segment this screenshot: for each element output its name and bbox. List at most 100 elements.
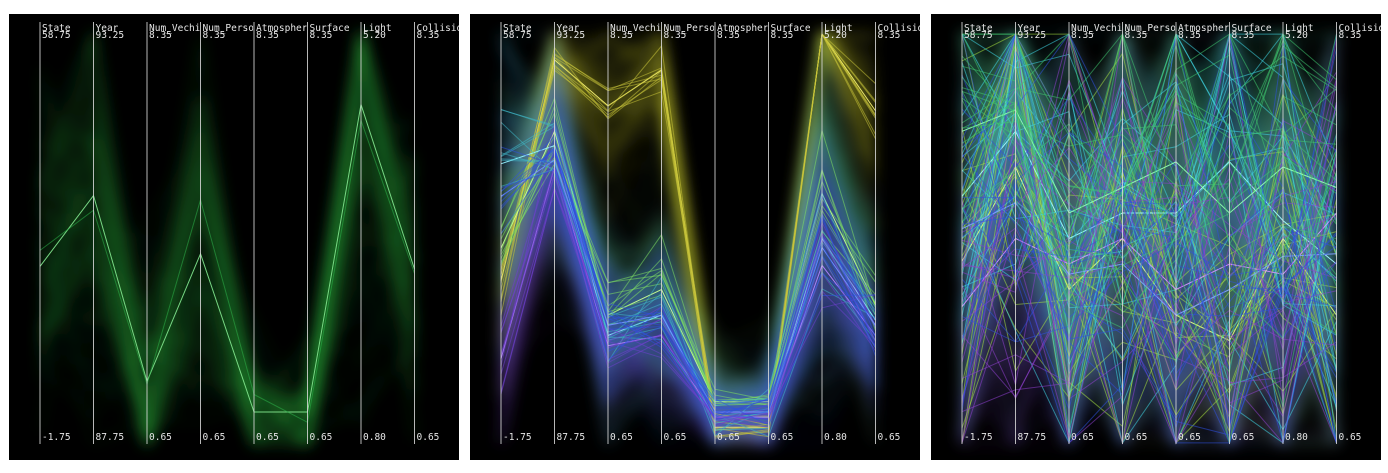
tick-label-max: 8.35: [417, 30, 440, 41]
axis-label: Year: [557, 23, 580, 34]
tick-label-max: 8.35: [1071, 30, 1094, 41]
data-line-glow: [960, 170, 1338, 321]
tick-label-min: 0.65: [664, 432, 687, 443]
tick-label-max: 93.25: [96, 30, 125, 41]
tick-label-min: 0.65: [1232, 432, 1255, 443]
axis-label: Collisio: [417, 23, 460, 34]
data-line: [961, 202, 1337, 316]
data-line: [961, 33, 1337, 303]
data-line: [961, 32, 1337, 315]
axis-label: Atmospher: [1178, 23, 1230, 34]
data-line: [961, 92, 1337, 372]
data-line: [961, 119, 1337, 344]
tick-label-max: 58.75: [964, 30, 993, 41]
tick-label-min: 87.75: [96, 432, 125, 443]
data-line-glow: [960, 31, 1338, 299]
tick-label-min: 0.65: [417, 432, 440, 443]
axis-label: State: [42, 23, 71, 34]
axis-label: Num_Vechi: [610, 23, 662, 34]
data-line: [961, 74, 1337, 420]
tick-label-max: 8.35: [256, 30, 279, 41]
data-line: [961, 188, 1337, 444]
data-line: [500, 150, 876, 421]
data-line: [961, 33, 1337, 329]
tick-label-min: 0.80: [1285, 432, 1308, 443]
tick-label-max: 8.35: [1125, 30, 1148, 41]
data-line: [961, 71, 1337, 336]
data-line: [961, 33, 1337, 396]
polyline-layer: [500, 32, 876, 439]
axis-label: Num_Perso: [1125, 23, 1177, 34]
tick-label-max: 5.20: [824, 30, 847, 41]
data-line: [962, 33, 1337, 340]
tick-label-min: 0.65: [1178, 432, 1201, 443]
axis-label: Surface: [1232, 23, 1272, 34]
axis-label: Year: [96, 23, 119, 34]
data-line: [961, 76, 1337, 419]
tick-label-min: 0.65: [1071, 432, 1094, 443]
data-line: [500, 135, 876, 406]
tick-label-max: 8.35: [1339, 30, 1362, 41]
axis-label: Collisio: [878, 23, 921, 34]
data-line-glow: [37, 35, 418, 446]
tick-label-min: 0.65: [1125, 432, 1148, 443]
axis-label: Atmospher: [256, 23, 308, 34]
tick-label-min: 0.65: [203, 432, 226, 443]
tick-label-min: -1.75: [42, 432, 71, 443]
axis-label: Num_Vechi: [1071, 23, 1123, 34]
axis-label: Num_Perso: [664, 23, 716, 34]
data-line: [961, 132, 1337, 387]
axis-label: Year: [1018, 23, 1041, 34]
data-line: [961, 101, 1337, 443]
tick-label-max: 5.20: [1285, 30, 1308, 41]
data-line: [500, 32, 876, 438]
polyline-layer: [961, 32, 1337, 445]
tick-label-min: 0.65: [310, 432, 333, 443]
parallel-coordinates-plot: State58.75-1.75Year93.2587.75Num_Vechi8.…: [498, 22, 921, 446]
data-line: [961, 181, 1337, 445]
tick-label-max: 8.35: [664, 30, 687, 41]
tick-label-max: 8.35: [1178, 30, 1201, 41]
data-line: [962, 33, 1337, 287]
data-line: [961, 33, 1337, 394]
data-line: [961, 54, 1337, 291]
tick-label-min: -1.75: [964, 432, 993, 443]
tick-label-max: 8.35: [310, 30, 333, 41]
data-line: [961, 33, 1337, 335]
data-line: [961, 165, 1337, 342]
axis-label: State: [964, 23, 993, 34]
data-line-glow: [960, 33, 1339, 258]
axis-label: Atmospher: [717, 23, 769, 34]
data-line: [961, 148, 1337, 444]
tick-label-max: 93.25: [557, 30, 586, 41]
tick-label-min: 0.65: [771, 432, 794, 443]
data-line: [961, 191, 1337, 445]
tick-label-min: 0.80: [824, 432, 847, 443]
parallel-coordinates-panel-2: State 58.75 -1.75 Year 93.25 87.75 Num_Vechi 8.…: [470, 14, 920, 460]
data-line: [961, 33, 1337, 429]
data-line: [500, 147, 876, 403]
axis-label: Surface: [310, 23, 350, 34]
tick-label-max: 5.20: [363, 30, 386, 41]
tick-label-max: 8.35: [878, 30, 901, 41]
data-line: [961, 33, 1337, 264]
axis-label: Light: [363, 23, 392, 34]
tick-label-max: 8.35: [610, 30, 633, 41]
